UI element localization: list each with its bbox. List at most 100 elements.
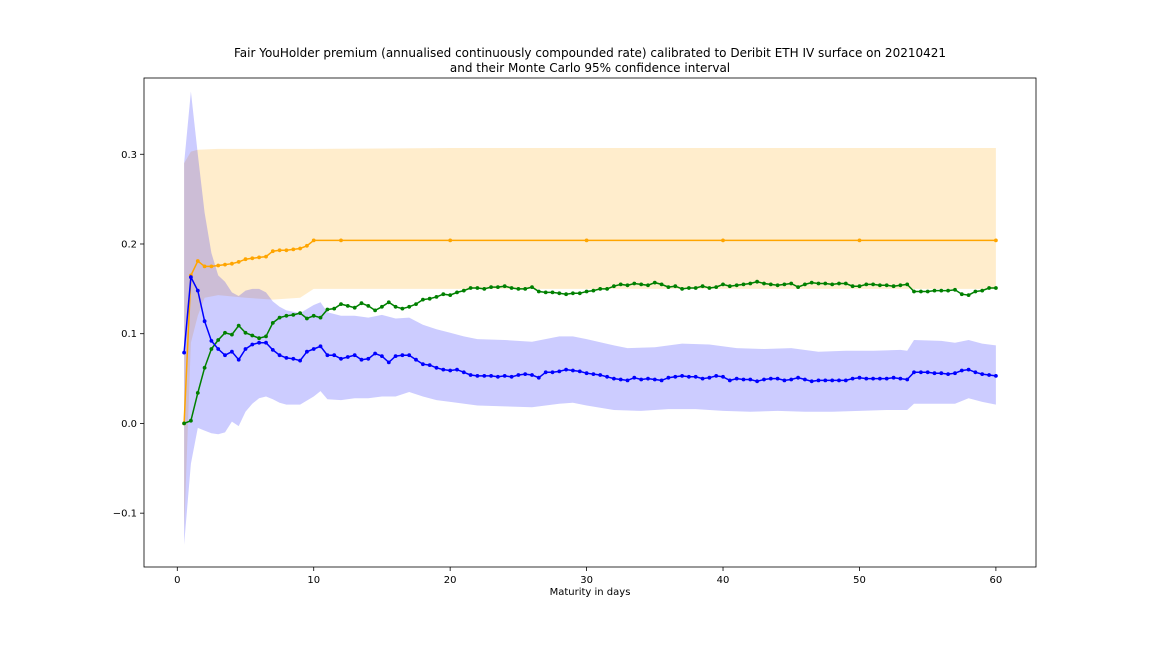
series-0-point-12 — [264, 254, 268, 259]
series-0-point-24 — [857, 238, 862, 243]
series-0-point-11 — [257, 255, 261, 260]
series-2-point-67 — [639, 377, 644, 382]
series-1-point-54 — [550, 290, 555, 295]
series-2-point-21 — [325, 353, 330, 358]
series-1-point-80 — [727, 284, 732, 289]
series-1-point-40 — [455, 290, 459, 295]
series-1-point-117 — [980, 288, 985, 293]
series-2-point-17 — [298, 358, 302, 363]
series-1-point-36 — [427, 296, 432, 301]
series-2-point-52 — [536, 375, 541, 380]
series-2-point-29 — [380, 354, 384, 358]
series-2-point-73 — [680, 374, 684, 378]
series-1-point-3 — [202, 365, 207, 370]
series-1-point-96 — [837, 281, 841, 286]
series-2-point-108 — [919, 370, 923, 375]
series-2-point-37 — [434, 365, 439, 370]
series-1-point-28 — [373, 308, 377, 313]
series-1-point-29 — [380, 304, 384, 309]
series-2-point-71 — [666, 375, 671, 380]
series-2-point-102 — [878, 376, 882, 381]
series-1-point-65 — [625, 283, 630, 288]
series-1-point-78 — [714, 285, 719, 289]
series-2-point-46 — [496, 374, 500, 379]
series-0-point-22 — [584, 238, 589, 243]
series-1-point-25 — [352, 305, 357, 310]
series-1-point-0 — [182, 421, 187, 426]
series-1-point-90 — [796, 285, 800, 289]
series-1-point-9 — [243, 330, 248, 335]
x-tick-label: 50 — [853, 575, 866, 586]
series-1-point-86 — [768, 282, 773, 287]
series-2-point-12 — [264, 340, 268, 345]
series-1-point-58 — [577, 291, 582, 296]
series-1-point-53 — [543, 290, 548, 295]
series-2-point-1 — [189, 275, 193, 280]
series-2-point-28 — [373, 351, 377, 356]
series-2-point-7 — [230, 349, 234, 354]
series-2-point-45 — [489, 374, 493, 378]
series-2-point-87 — [775, 376, 780, 381]
series-1-point-67 — [639, 282, 644, 287]
series-2-point-97 — [843, 378, 848, 383]
series-2-point-117 — [980, 372, 985, 376]
series-2-point-72 — [673, 374, 678, 379]
series-1-point-50 — [523, 287, 528, 291]
series-2-point-93 — [816, 378, 821, 383]
series-1-point-99 — [857, 284, 862, 289]
series-2-point-91 — [803, 377, 807, 382]
series-2-point-84 — [755, 379, 759, 384]
series-lines — [182, 238, 998, 426]
x-tick-label: 60 — [990, 575, 1003, 586]
series-2-point-75 — [693, 374, 698, 379]
series-2-point-106 — [905, 377, 910, 382]
series-1-point-60 — [591, 288, 596, 293]
series-2-point-88 — [782, 378, 787, 383]
series-2-point-116 — [973, 370, 978, 375]
series-0-point-19 — [311, 238, 316, 243]
series-2-point-16 — [291, 356, 296, 361]
series-1-point-55 — [557, 291, 562, 296]
series-1-point-89 — [789, 281, 794, 286]
series-0-point-7 — [230, 261, 234, 266]
series-2-point-111 — [939, 371, 944, 376]
series-2-point-43 — [475, 374, 480, 378]
series-2-point-110 — [932, 371, 937, 376]
series-2-point-26 — [359, 357, 364, 362]
series-1-point-12 — [264, 334, 268, 339]
series-2-point-34 — [414, 357, 418, 362]
series-2-point-8 — [236, 357, 241, 362]
series-1-point-4 — [209, 347, 214, 351]
series-1-point-5 — [216, 338, 221, 342]
series-2-point-32 — [400, 353, 405, 358]
series-2-point-77 — [707, 375, 712, 380]
series-1-point-66 — [632, 281, 637, 286]
series-0-point-23 — [721, 238, 725, 243]
series-1-point-81 — [734, 283, 739, 288]
series-1-point-31 — [393, 304, 398, 309]
series-2-point-64 — [618, 377, 623, 382]
x-axis-ticks: 0 10 20 30 40 50 60 — [174, 567, 1002, 586]
series-1-point-110 — [932, 288, 937, 293]
series-1-point-116 — [973, 289, 978, 294]
series-1-point-15 — [284, 313, 289, 318]
series-1-point-22 — [332, 306, 337, 311]
series-1-point-1 — [189, 418, 193, 423]
series-1-point-7 — [230, 332, 234, 337]
series-1-point-73 — [680, 287, 684, 291]
series-2-point-70 — [659, 378, 664, 383]
series-2-point-89 — [789, 377, 794, 382]
series-1-point-98 — [850, 284, 855, 289]
series-1-point-97 — [843, 281, 848, 286]
series-1-point-24 — [345, 304, 350, 308]
series-1-point-94 — [823, 281, 828, 286]
series-2-point-42 — [468, 373, 473, 377]
series-1-point-2 — [195, 391, 200, 395]
y-tick-label: 0.2 — [121, 239, 137, 250]
series-2-point-48 — [509, 374, 514, 379]
series-2-point-90 — [796, 375, 800, 380]
series-1-point-69 — [652, 280, 657, 285]
series-2-point-27 — [366, 356, 371, 361]
series-0-point-13 — [270, 249, 275, 254]
series-1-point-51 — [530, 285, 534, 289]
